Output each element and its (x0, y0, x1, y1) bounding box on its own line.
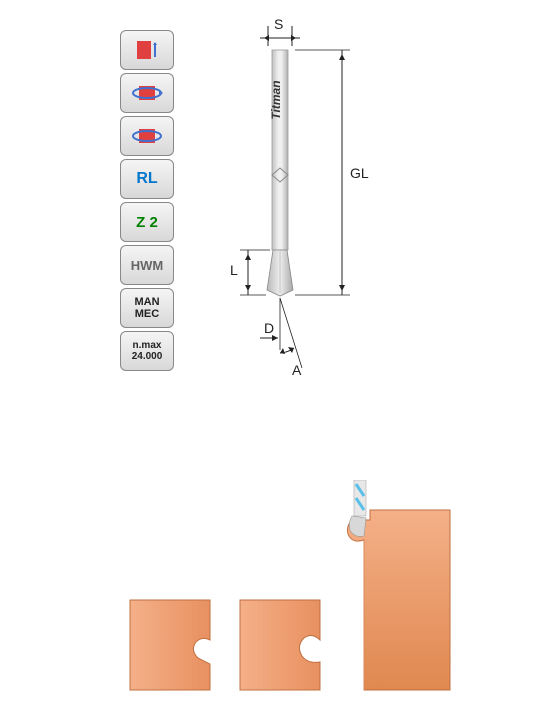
badge-man-mec: MANMEC (120, 288, 174, 328)
label-s: S (274, 16, 283, 32)
badges-column: RL Z 2 HWM MANMEC n.max24.000 (120, 30, 174, 371)
man-line2: MEC (135, 308, 159, 320)
label-gl: GL (350, 165, 369, 181)
badge-nmax: n.max24.000 (120, 331, 174, 371)
label-a: A (292, 362, 301, 378)
label-l: L (230, 262, 238, 278)
badge-hwm: HWM (120, 245, 174, 285)
cutter-svg: Titman (230, 20, 430, 420)
man-line1: MAN (134, 296, 159, 308)
badge-z2: Z 2 (120, 202, 174, 242)
badge-icon-1 (120, 30, 174, 70)
application-drawing (120, 480, 480, 700)
brand-text: Titman (269, 80, 283, 119)
badge-icon-3 (120, 116, 174, 156)
badge-icon-2 (120, 73, 174, 113)
badge-rl: RL (120, 159, 174, 199)
nmax-line1: n.max (133, 340, 162, 351)
nmax-line2: 24.000 (132, 351, 163, 362)
label-d: D (264, 320, 274, 336)
technical-drawing: Titman S GL L D A (230, 20, 430, 420)
